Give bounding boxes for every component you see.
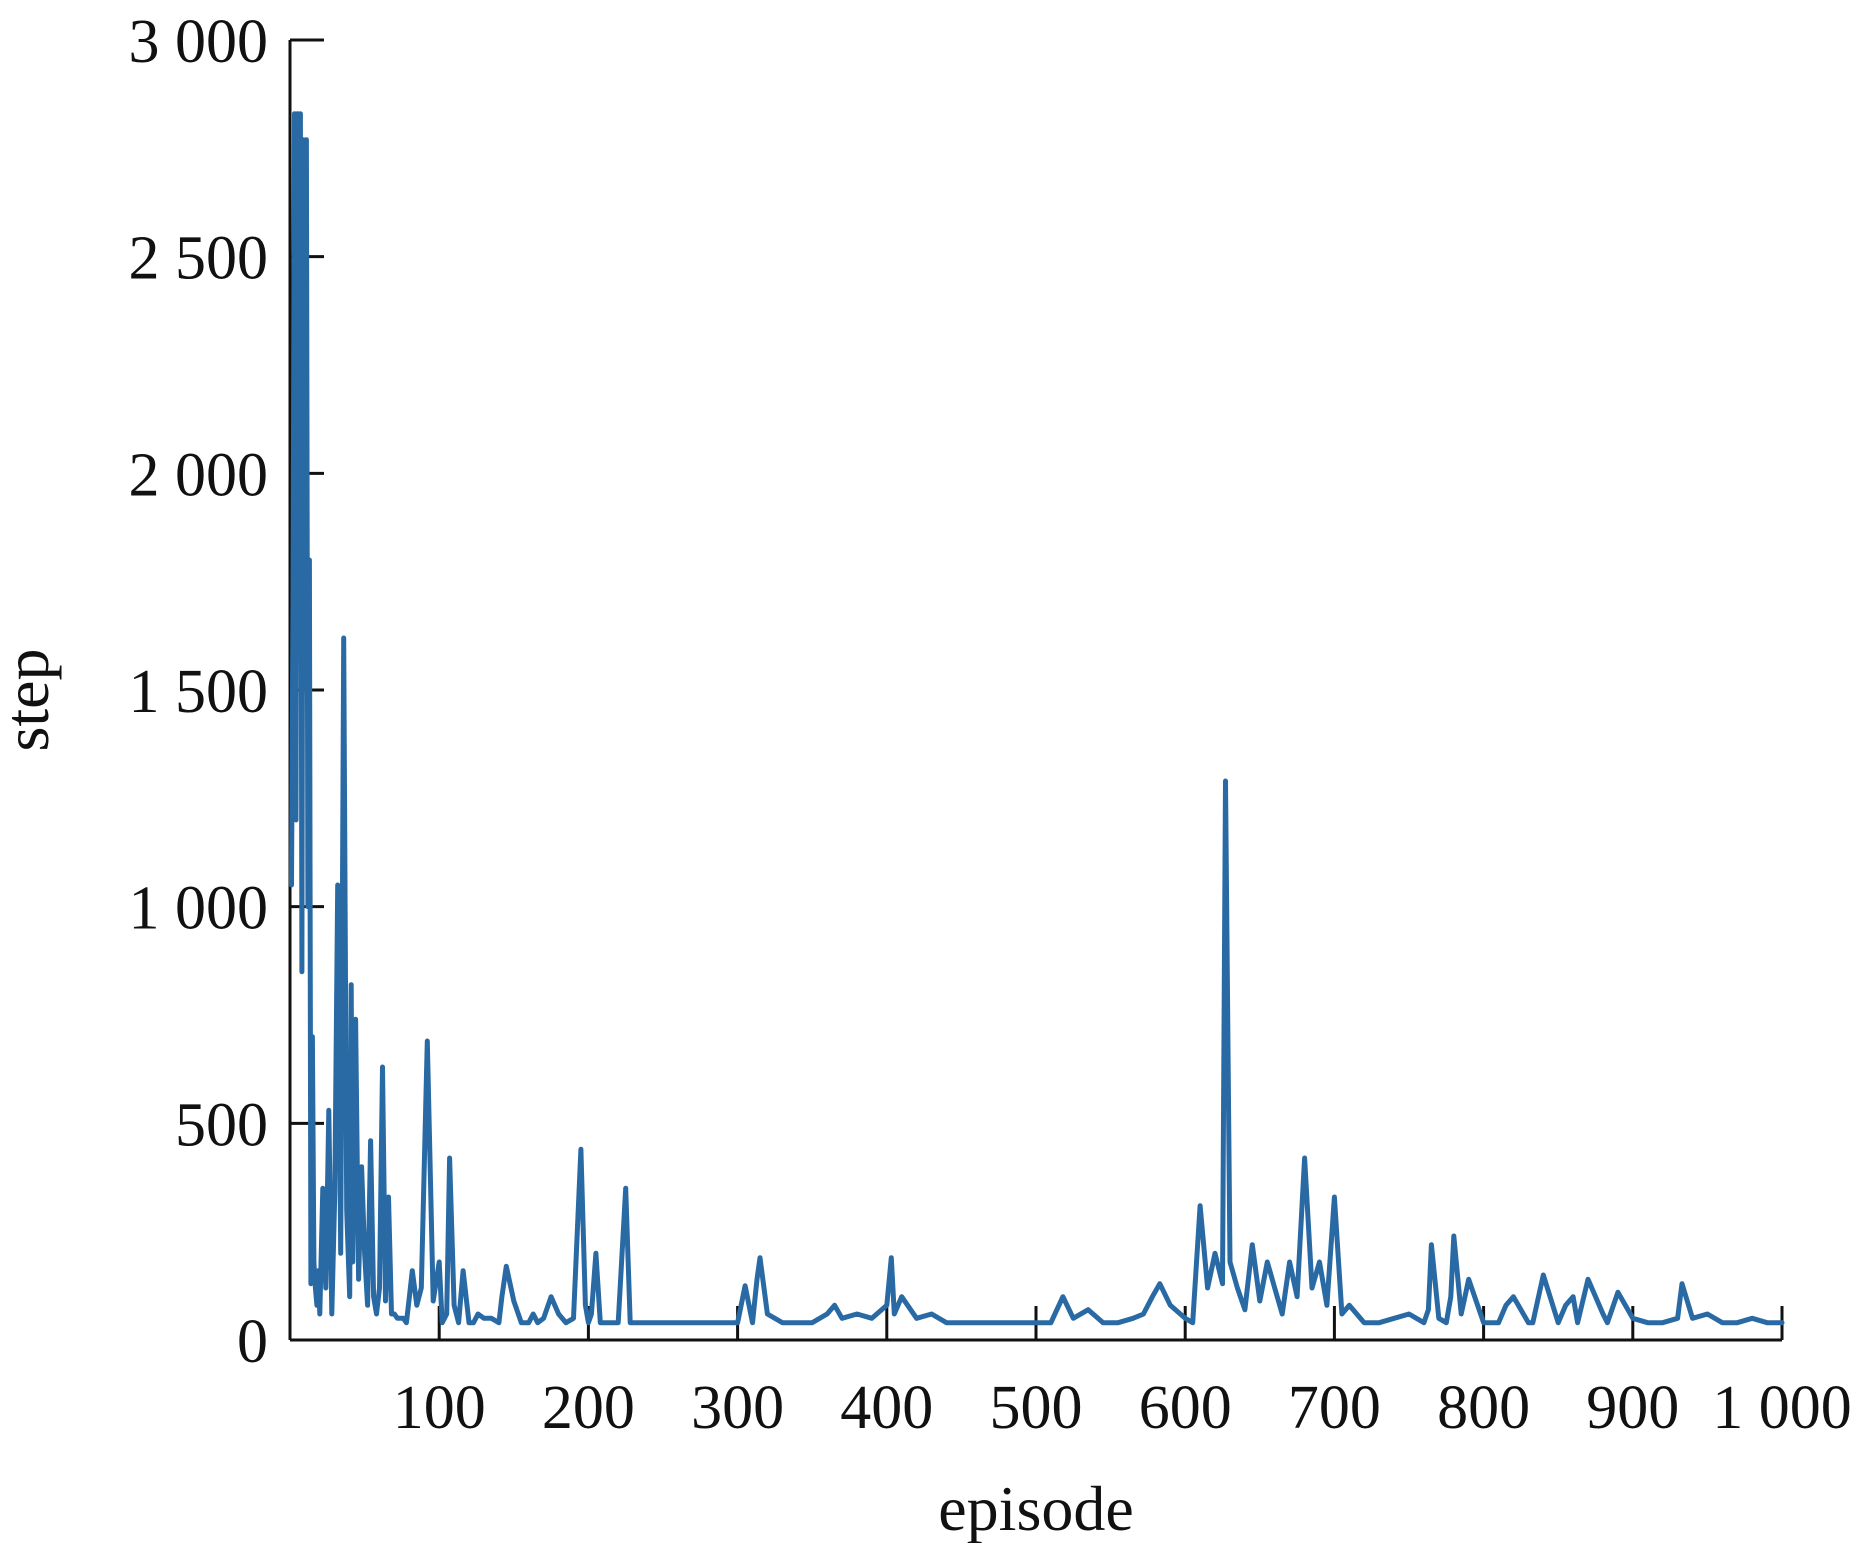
x-tick-label: 600 [1139, 1374, 1232, 1442]
series [289, 111, 1785, 1326]
y-tick-label: 0 [237, 1308, 268, 1376]
y-tick-label: 1 000 [129, 875, 269, 943]
y-tick-label: 2 000 [129, 441, 269, 509]
x-tick-label: 300 [691, 1374, 784, 1442]
y-tick-label: 3 000 [129, 8, 269, 76]
x-tick-label: 200 [542, 1374, 635, 1442]
series-line [289, 111, 1785, 1326]
x-tick-label: 900 [1586, 1374, 1679, 1442]
x-tick-label: 800 [1437, 1374, 1530, 1442]
y-tick-label: 2 500 [129, 225, 269, 293]
x-tick-label: 700 [1288, 1374, 1381, 1442]
x-ticks: 100 200 300 400 500 600 700 800 900 1 000 [393, 1306, 1852, 1442]
x-tick-label: 100 [393, 1374, 486, 1442]
y-axis-title: step [0, 648, 62, 751]
axes [288, 40, 1782, 1342]
y-tick-label: 500 [175, 1091, 268, 1159]
y-tick-label: 1 500 [129, 658, 269, 726]
x-tick-label: 500 [990, 1374, 1083, 1442]
x-tick-label: 1 000 [1712, 1374, 1852, 1442]
x-axis-title: episode [938, 1473, 1134, 1543]
x-tick-label: 400 [840, 1374, 933, 1442]
y-ticks: 0 500 1 000 1 500 2 000 2 500 3 000 [129, 8, 324, 1376]
